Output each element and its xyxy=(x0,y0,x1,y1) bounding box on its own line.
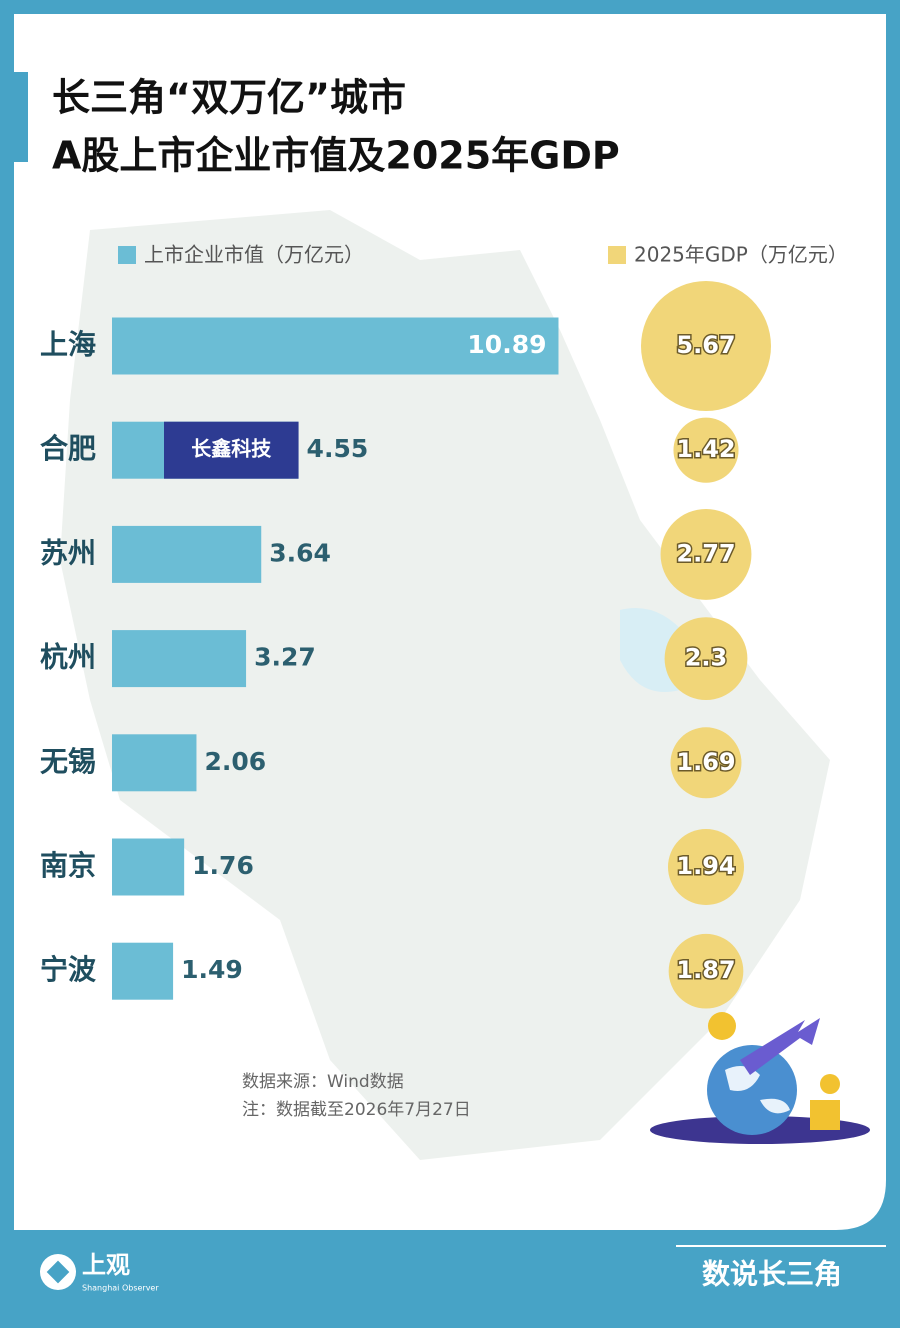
bar xyxy=(112,630,247,688)
column-name: 数说长三角 xyxy=(702,1258,842,1291)
gdp-bubble xyxy=(667,828,745,906)
bar-value-label: 4.55 xyxy=(307,434,369,463)
bar-value-label: 10.89 xyxy=(467,330,546,359)
annotation-box xyxy=(164,421,299,479)
bubble-value-label: 1.42 xyxy=(676,435,735,463)
title-accent xyxy=(14,72,28,162)
brand: 上观 xyxy=(82,1251,130,1279)
legend-label: 2025年GDP（万亿元） xyxy=(634,243,848,267)
bar-value-label: 3.64 xyxy=(269,538,331,567)
gdp-bubble xyxy=(673,417,739,483)
legend-swatch xyxy=(608,246,626,264)
gdp-bubble xyxy=(640,280,772,412)
bubble-value-label: 2.77 xyxy=(676,539,735,567)
brand-en: Shanghai Observer xyxy=(82,1284,159,1293)
category-label: 上海 xyxy=(40,328,96,361)
bar-value-label: 3.27 xyxy=(254,643,316,672)
category-label: 苏州 xyxy=(40,536,96,569)
gdp-bubble xyxy=(664,617,748,701)
gdp-bubble xyxy=(668,933,744,1009)
bar xyxy=(112,525,262,583)
chart-title: A股上市企业市值及2025年GDP xyxy=(52,134,620,178)
bubble-value-label: 2.3 xyxy=(685,644,728,672)
bar xyxy=(112,734,197,792)
bubble-value-label: 1.87 xyxy=(676,956,735,984)
bubble-value-label: 1.94 xyxy=(676,852,735,880)
gdp-bubble xyxy=(660,508,752,600)
category-label: 宁波 xyxy=(40,953,97,986)
bar xyxy=(112,838,185,896)
illustration xyxy=(650,1012,870,1144)
bar-value-label: 1.76 xyxy=(192,851,254,880)
category-label: 南京 xyxy=(40,849,96,882)
bar xyxy=(112,317,559,375)
gdp-bubble xyxy=(670,727,742,799)
bubble-value-label: 1.69 xyxy=(676,748,735,776)
bar-value-label: 1.49 xyxy=(181,955,243,984)
chart-title: 长三角“双万亿”城市 xyxy=(52,76,406,120)
legend-swatch xyxy=(118,246,136,264)
annotation: 长鑫科技 xyxy=(191,437,272,461)
legend-label: 上市企业市值（万亿元） xyxy=(144,243,364,267)
bar xyxy=(112,942,174,1000)
bubble-value-label: 5.67 xyxy=(676,331,735,359)
bar-value-label: 2.06 xyxy=(204,747,266,776)
source-note: 注：数据截至2026年7月27日 xyxy=(242,1100,471,1120)
category-label: 杭州 xyxy=(40,641,96,674)
category-label: 无锡 xyxy=(40,745,96,778)
category-label: 合肥 xyxy=(40,432,96,465)
source-note: 数据来源：Wind数据 xyxy=(242,1072,404,1092)
